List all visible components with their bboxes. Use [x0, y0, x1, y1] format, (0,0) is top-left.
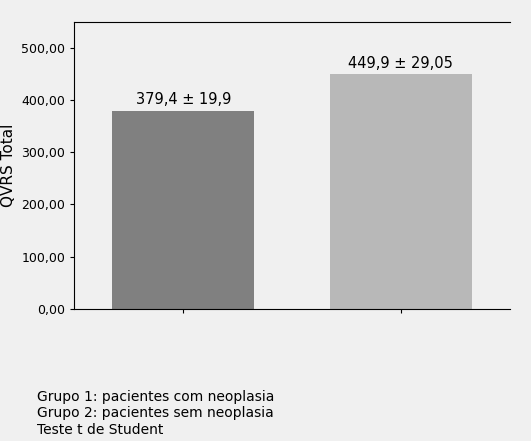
Y-axis label: QVRS Total: QVRS Total — [1, 123, 16, 207]
Bar — [113, 111, 254, 309]
Bar — [330, 74, 472, 309]
Text: 449,9 ± 29,05: 449,9 ± 29,05 — [348, 56, 453, 71]
Text: 379,4 ± 19,9: 379,4 ± 19,9 — [135, 92, 231, 107]
Text: Grupo 1: pacientes com neoplasia
Grupo 2: pacientes sem neoplasia
Teste t de Stu: Grupo 1: pacientes com neoplasia Grupo 2… — [37, 390, 275, 437]
